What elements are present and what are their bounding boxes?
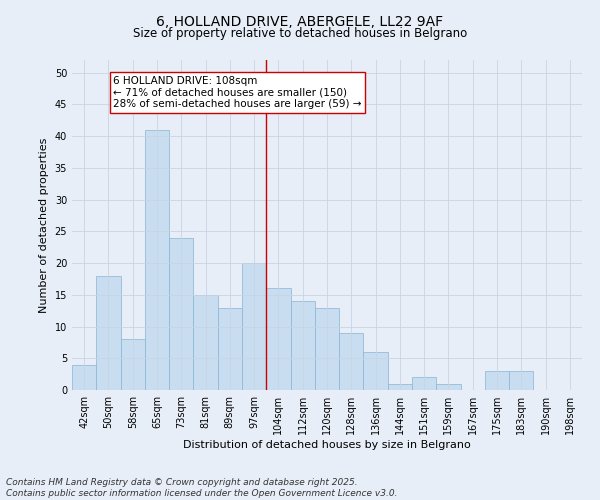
Bar — [436, 384, 461, 390]
Bar — [364, 352, 388, 390]
Bar — [412, 378, 436, 390]
Bar — [485, 371, 509, 390]
Bar — [121, 339, 145, 390]
X-axis label: Distribution of detached houses by size in Belgrano: Distribution of detached houses by size … — [183, 440, 471, 450]
Bar — [193, 295, 218, 390]
Bar — [96, 276, 121, 390]
Bar — [509, 371, 533, 390]
Text: 6 HOLLAND DRIVE: 108sqm
← 71% of detached houses are smaller (150)
28% of semi-d: 6 HOLLAND DRIVE: 108sqm ← 71% of detache… — [113, 76, 362, 109]
Text: 6, HOLLAND DRIVE, ABERGELE, LL22 9AF: 6, HOLLAND DRIVE, ABERGELE, LL22 9AF — [157, 15, 443, 29]
Text: Size of property relative to detached houses in Belgrano: Size of property relative to detached ho… — [133, 28, 467, 40]
Bar — [72, 364, 96, 390]
Bar — [290, 301, 315, 390]
Bar — [315, 308, 339, 390]
Bar — [169, 238, 193, 390]
Y-axis label: Number of detached properties: Number of detached properties — [39, 138, 49, 312]
Text: Contains HM Land Registry data © Crown copyright and database right 2025.
Contai: Contains HM Land Registry data © Crown c… — [6, 478, 398, 498]
Bar — [266, 288, 290, 390]
Bar — [242, 263, 266, 390]
Bar — [388, 384, 412, 390]
Bar — [218, 308, 242, 390]
Bar — [145, 130, 169, 390]
Bar — [339, 333, 364, 390]
